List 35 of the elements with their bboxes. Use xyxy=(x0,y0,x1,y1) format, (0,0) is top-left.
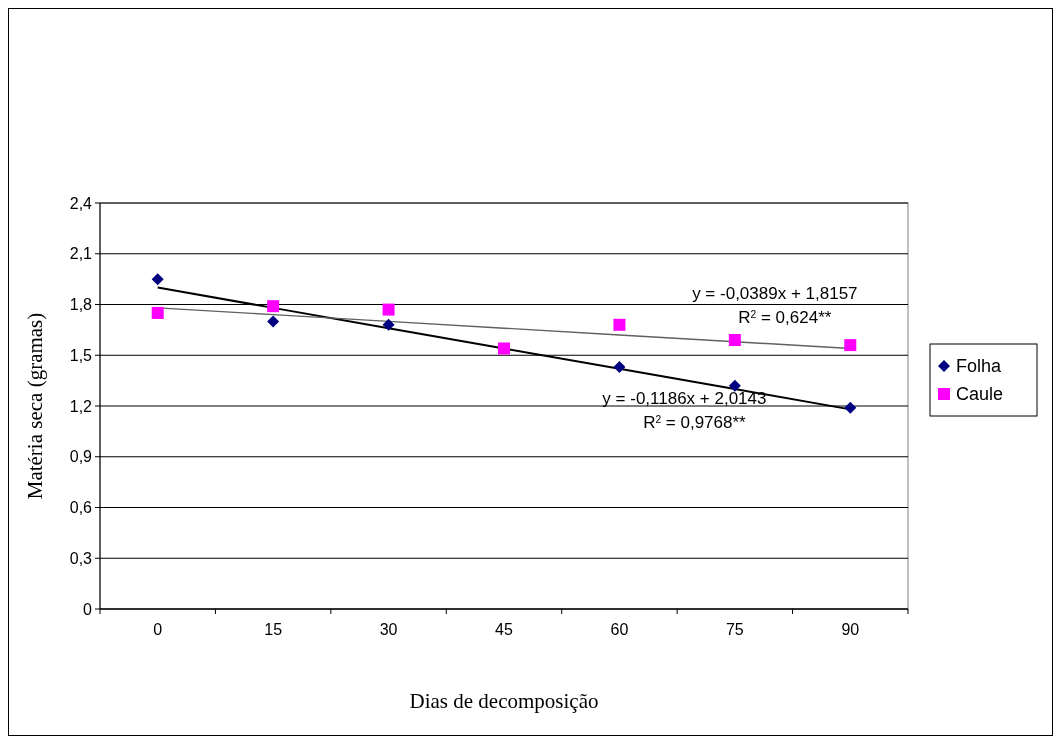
legend-label: Caule xyxy=(956,384,1004,405)
x-tick-label: 0 xyxy=(153,621,163,638)
y-tick-label: 2,4 xyxy=(69,194,93,212)
y-tick-label: 1,2 xyxy=(69,397,93,415)
point xyxy=(498,342,510,355)
x-tick-label: 15 xyxy=(264,621,283,638)
point xyxy=(728,379,741,392)
point xyxy=(844,339,857,352)
annotation: y = -0,0389x + 1,8157 R$^{2}$ = 0,624** xyxy=(692,283,858,327)
point xyxy=(613,361,626,374)
y-tick-label: 0,3 xyxy=(69,549,93,567)
point xyxy=(382,318,395,331)
x-tick-label: 90 xyxy=(841,621,860,638)
y-axis-title: Matéria seca (gramas) xyxy=(23,312,47,500)
y-tick-label: 0 xyxy=(83,600,93,618)
x-tick-label: 30 xyxy=(379,621,398,638)
point xyxy=(728,334,741,347)
x-axis-title: Dias de decomposição xyxy=(409,689,599,713)
point xyxy=(151,273,164,286)
y-tick-label: 1,5 xyxy=(69,346,93,364)
point xyxy=(844,401,857,414)
y-tick-label: 1,8 xyxy=(69,296,93,314)
annotation: y = -0,1186x + 2,0143 R$^{2}$ = 0,9768** xyxy=(602,388,767,432)
y-tick-label: 2,1 xyxy=(69,245,93,263)
point xyxy=(382,303,395,316)
point xyxy=(267,315,280,328)
x-tick-label: 75 xyxy=(725,621,744,638)
point xyxy=(613,318,626,331)
legend-label: Folha xyxy=(956,356,1003,377)
x-tick-label: 45 xyxy=(495,621,513,638)
y-tick-label: 0,6 xyxy=(69,499,93,517)
point xyxy=(151,306,164,319)
x-tick-label: 60 xyxy=(610,621,629,638)
point xyxy=(267,300,280,313)
y-tick-label: 0,9 xyxy=(69,448,93,466)
